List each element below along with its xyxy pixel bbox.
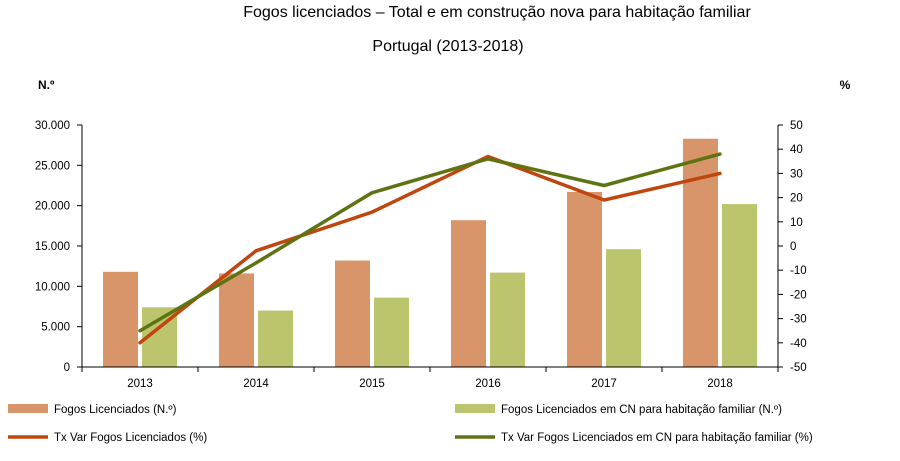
right-tick-label: 40 [790, 144, 803, 156]
legend-label: Tx Var Fogos Licenciados (%) [54, 432, 207, 444]
chart-subtitle: Portugal (2013-2018) [372, 38, 523, 55]
right-tick-label: 30 [790, 168, 803, 180]
left-tick-label: 15.000 [35, 241, 70, 253]
bar-s1-2015 [374, 297, 409, 367]
right-tick-label: 0 [790, 241, 796, 253]
right-tick-label: 10 [790, 217, 803, 229]
bar-s1-2016 [490, 272, 525, 367]
legend-item-3: Tx Var Fogos Licenciados em CN para habi… [455, 432, 813, 444]
left-tick-label: 0 [64, 362, 70, 374]
x-tick-label: 2014 [243, 378, 269, 390]
left-tick-label: 30.000 [35, 120, 70, 132]
legend-item-2: Tx Var Fogos Licenciados (%) [8, 432, 207, 444]
x-tick-label: 2013 [127, 378, 153, 390]
x-tick-label: 2015 [359, 378, 385, 390]
left-tick-label: 25.000 [35, 160, 70, 172]
left-tick-label: 5.000 [41, 322, 70, 334]
left-tick-label: 10.000 [35, 281, 70, 293]
bar-s1-2017 [606, 249, 641, 367]
chart-title: Fogos licenciados – Total e em construçã… [243, 4, 751, 21]
bar-s0-2016 [451, 220, 486, 367]
legend-item-1: Fogos Licenciados em CN para habitação f… [455, 404, 782, 416]
right-axis-unit: % [840, 78, 851, 92]
bar-s0-2017 [567, 191, 602, 367]
bar-s0-2015 [335, 260, 370, 367]
right-tick-label: 20 [790, 193, 803, 205]
x-tick-label: 2017 [591, 378, 617, 390]
right-tick-label: -20 [790, 289, 807, 301]
legend-item-0: Fogos Licenciados (N.º) [8, 404, 177, 416]
x-tick-label: 2018 [707, 378, 733, 390]
bar-s1-2018 [722, 204, 757, 367]
bar-s0-2013 [103, 271, 138, 367]
legend-label: Fogos Licenciados em CN para habitação f… [501, 404, 782, 416]
right-tick-label: -40 [790, 338, 807, 350]
right-tick-label: -50 [790, 362, 807, 374]
legend-label: Tx Var Fogos Licenciados em CN para habi… [501, 432, 813, 444]
legend-swatch [455, 404, 495, 413]
right-tick-label: -10 [790, 265, 807, 277]
bar-s0-2014 [219, 273, 254, 367]
legend-swatch [8, 404, 48, 413]
bar-s0-2018 [683, 138, 718, 367]
legend-label: Fogos Licenciados (N.º) [54, 404, 177, 416]
line-series-3 [138, 152, 722, 333]
left-tick-label: 20.000 [35, 201, 70, 213]
right-tick-label: 50 [790, 120, 803, 132]
right-tick-label: -30 [790, 314, 807, 326]
bar-s1-2014 [258, 310, 293, 367]
left-axis-unit: N.º [38, 78, 55, 92]
line-series-2 [138, 154, 722, 345]
x-tick-label: 2016 [475, 378, 501, 390]
